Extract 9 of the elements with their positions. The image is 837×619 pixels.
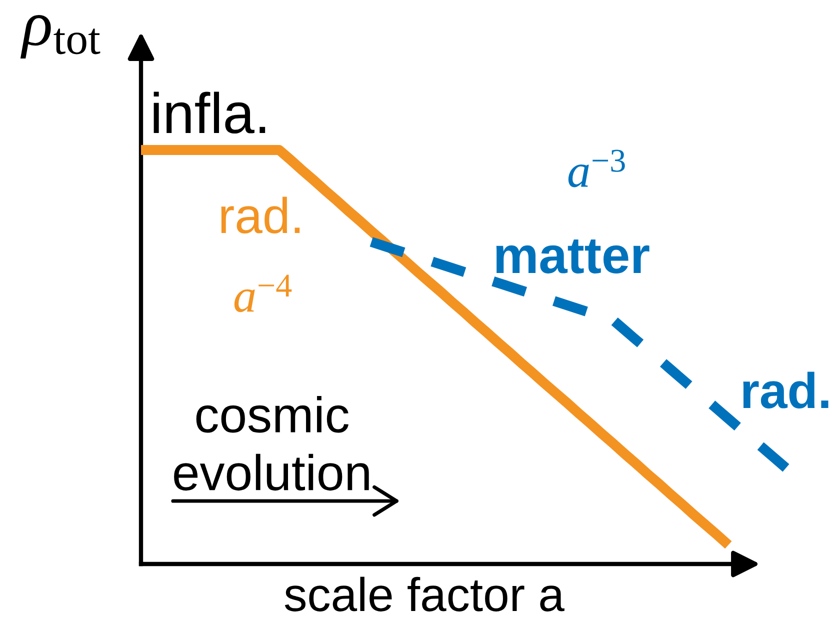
x-axis-title: scale factor a <box>284 576 564 612</box>
annotation: cosmic evolution <box>174 396 369 491</box>
annotation: rad. <box>743 372 828 408</box>
annotation: a$^{−4}$ <box>234 274 292 312</box>
annotation: a$^{−3}$ <box>568 150 625 188</box>
annotation: matter <box>496 239 650 274</box>
annotation: rad. <box>221 196 300 234</box>
text: infla. <box>154 92 266 134</box>
y-axis-title: ρ$_{tot}$ <box>20 14 100 59</box>
